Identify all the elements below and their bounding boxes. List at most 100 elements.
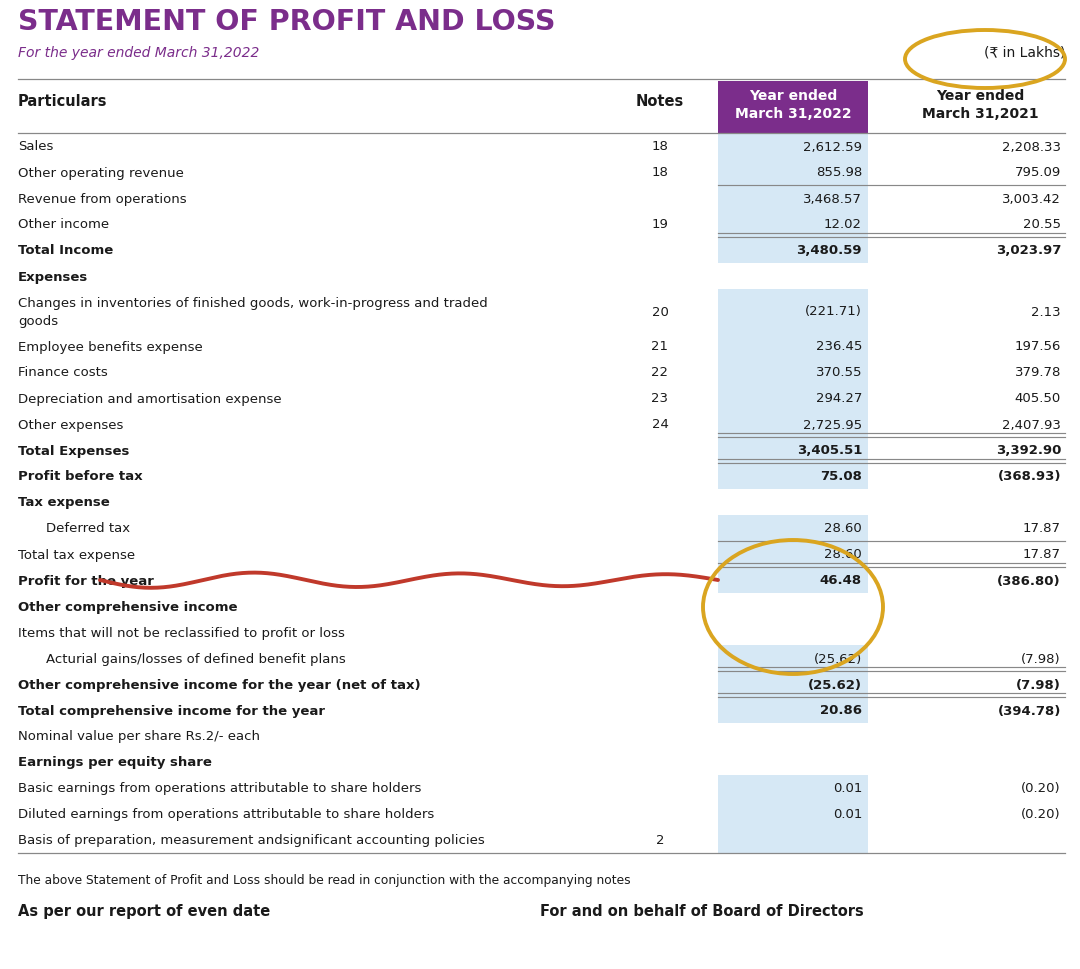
Text: (394.78): (394.78) xyxy=(998,703,1061,717)
Text: 405.50: 405.50 xyxy=(1015,392,1061,405)
Bar xyxy=(718,516,868,542)
Text: 20.55: 20.55 xyxy=(1023,218,1061,232)
Text: Nominal value per share Rs.2/- each: Nominal value per share Rs.2/- each xyxy=(18,730,260,742)
Text: Depreciation and amortisation expense: Depreciation and amortisation expense xyxy=(18,392,282,405)
Bar xyxy=(718,412,868,438)
Text: 3,480.59: 3,480.59 xyxy=(797,244,862,257)
Bar xyxy=(718,186,868,212)
Text: 0.01: 0.01 xyxy=(833,808,862,821)
Text: 22: 22 xyxy=(651,366,669,379)
Text: March 31,2021: March 31,2021 xyxy=(921,107,1038,121)
Text: 18: 18 xyxy=(651,141,669,153)
Bar xyxy=(718,237,868,264)
Text: STATEMENT OF PROFIT AND LOSS: STATEMENT OF PROFIT AND LOSS xyxy=(18,8,555,36)
Text: 21: 21 xyxy=(651,340,669,353)
Bar xyxy=(718,801,868,828)
Text: Other comprehensive income: Other comprehensive income xyxy=(18,600,238,612)
Text: Notes: Notes xyxy=(636,94,684,109)
Text: Other income: Other income xyxy=(18,218,109,232)
Bar xyxy=(718,290,868,333)
Text: Finance costs: Finance costs xyxy=(18,366,108,379)
Text: 3,468.57: 3,468.57 xyxy=(804,192,862,205)
Text: Total Expenses: Total Expenses xyxy=(18,444,130,457)
Text: Deferred tax: Deferred tax xyxy=(46,522,130,535)
Text: (221.71): (221.71) xyxy=(805,305,862,318)
Bar xyxy=(718,463,868,489)
Text: 795.09: 795.09 xyxy=(1015,167,1061,179)
Bar xyxy=(718,828,868,853)
Text: 197.56: 197.56 xyxy=(1014,340,1061,353)
Bar xyxy=(718,82,868,134)
Text: Acturial gains/losses of defined benefit plans: Acturial gains/losses of defined benefit… xyxy=(46,652,346,665)
Text: 17.87: 17.87 xyxy=(1023,547,1061,561)
Text: 17.87: 17.87 xyxy=(1023,522,1061,535)
Text: March 31,2022: March 31,2022 xyxy=(734,107,851,121)
Text: Employee benefits expense: Employee benefits expense xyxy=(18,340,203,353)
Bar xyxy=(718,568,868,593)
Text: 20.86: 20.86 xyxy=(820,703,862,717)
Text: 2,208.33: 2,208.33 xyxy=(1002,141,1061,153)
Bar xyxy=(718,160,868,186)
Text: (386.80): (386.80) xyxy=(997,574,1061,587)
Text: 12.02: 12.02 xyxy=(824,218,862,232)
Text: Other operating revenue: Other operating revenue xyxy=(18,167,184,179)
Bar xyxy=(718,542,868,568)
Bar xyxy=(718,386,868,412)
Bar xyxy=(718,775,868,801)
Text: 370.55: 370.55 xyxy=(815,366,862,379)
Bar xyxy=(718,645,868,672)
Text: goods: goods xyxy=(18,314,58,328)
Text: Particulars: Particulars xyxy=(18,94,108,109)
Text: 2: 2 xyxy=(656,833,664,847)
Text: 0.01: 0.01 xyxy=(833,782,862,795)
Text: 46.48: 46.48 xyxy=(820,574,862,587)
Bar xyxy=(718,672,868,698)
Bar xyxy=(718,698,868,723)
Text: Basic earnings from operations attributable to share holders: Basic earnings from operations attributa… xyxy=(18,782,421,795)
Text: The above Statement of Profit and Loss should be read in conjunction with the ac: The above Statement of Profit and Loss s… xyxy=(18,873,631,886)
Text: 28.60: 28.60 xyxy=(824,547,862,561)
Text: 23: 23 xyxy=(651,392,669,405)
Text: Diluted earnings from operations attributable to share holders: Diluted earnings from operations attribu… xyxy=(18,808,434,821)
Text: (7.98): (7.98) xyxy=(1022,652,1061,665)
Text: Total Income: Total Income xyxy=(18,244,113,257)
Text: 3,003.42: 3,003.42 xyxy=(1002,192,1061,205)
Text: 20: 20 xyxy=(651,305,669,318)
Text: Sales: Sales xyxy=(18,141,53,153)
Text: 18: 18 xyxy=(651,167,669,179)
Text: 28.60: 28.60 xyxy=(824,522,862,535)
Text: For the year ended March 31,2022: For the year ended March 31,2022 xyxy=(18,46,259,60)
Text: 379.78: 379.78 xyxy=(1014,366,1061,379)
Text: Items that will not be reclassified to profit or loss: Items that will not be reclassified to p… xyxy=(18,626,345,639)
Text: Expenses: Expenses xyxy=(18,270,89,283)
Text: Year ended: Year ended xyxy=(748,89,837,103)
Text: (7.98): (7.98) xyxy=(1016,677,1061,691)
Text: (₹ in Lakhs): (₹ in Lakhs) xyxy=(984,46,1065,60)
Text: 236.45: 236.45 xyxy=(815,340,862,353)
Text: 2.13: 2.13 xyxy=(1031,305,1061,318)
Bar xyxy=(718,333,868,359)
Text: 2,407.93: 2,407.93 xyxy=(1002,418,1061,431)
Text: Year ended: Year ended xyxy=(936,89,1024,103)
Text: Other expenses: Other expenses xyxy=(18,418,123,431)
Text: Total comprehensive income for the year: Total comprehensive income for the year xyxy=(18,703,325,717)
Text: 19: 19 xyxy=(651,218,669,232)
Text: Earnings per equity share: Earnings per equity share xyxy=(18,756,212,768)
Text: (25.62): (25.62) xyxy=(813,652,862,665)
Text: Revenue from operations: Revenue from operations xyxy=(18,192,187,205)
Text: As per our report of even date: As per our report of even date xyxy=(18,903,270,918)
Text: For and on behalf of Board of Directors: For and on behalf of Board of Directors xyxy=(540,903,864,918)
Text: Profit before tax: Profit before tax xyxy=(18,470,143,483)
Text: 855.98: 855.98 xyxy=(815,167,862,179)
Text: Total tax expense: Total tax expense xyxy=(18,547,135,561)
Text: 75.08: 75.08 xyxy=(820,470,862,483)
Text: 2,725.95: 2,725.95 xyxy=(802,418,862,431)
Bar xyxy=(718,212,868,237)
Text: Tax expense: Tax expense xyxy=(18,496,110,509)
Text: Other comprehensive income for the year (net of tax): Other comprehensive income for the year … xyxy=(18,677,420,691)
Text: 3,392.90: 3,392.90 xyxy=(996,444,1061,457)
Text: (368.93): (368.93) xyxy=(998,470,1061,483)
Text: 294.27: 294.27 xyxy=(815,392,862,405)
Text: (25.62): (25.62) xyxy=(808,677,862,691)
Bar xyxy=(718,134,868,160)
